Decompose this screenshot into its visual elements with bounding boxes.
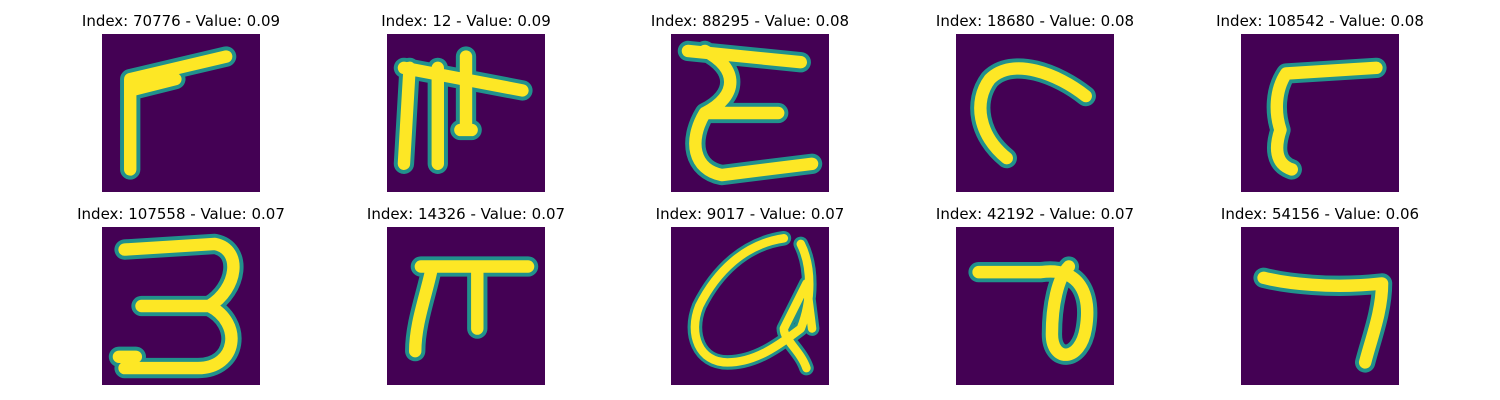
handwritten-glyph-image	[956, 227, 1114, 385]
handwritten-glyph-image	[387, 227, 545, 385]
panel-title: Index: 12 - Value: 0.09	[381, 12, 551, 30]
handwritten-glyph-image	[956, 34, 1114, 192]
handwritten-glyph-image	[387, 34, 545, 192]
handwritten-glyph-image	[102, 227, 260, 385]
handwritten-glyph-image	[671, 34, 829, 192]
panel-title: Index: 42192 - Value: 0.07	[935, 205, 1135, 223]
panel-title: Index: 18680 - Value: 0.08	[935, 12, 1135, 30]
panel-title: Index: 70776 - Value: 0.09	[81, 12, 281, 30]
panel-title: Index: 9017 - Value: 0.07	[655, 205, 845, 223]
panel-title: Index: 54156 - Value: 0.06	[1220, 205, 1420, 223]
panel-title: Index: 108542 - Value: 0.08	[1216, 12, 1424, 30]
panel-title: Index: 14326 - Value: 0.07	[366, 205, 566, 223]
panel-title: Index: 88295 - Value: 0.08	[650, 12, 850, 30]
handwritten-glyph-image	[1241, 34, 1399, 192]
panel-title: Index: 107558 - Value: 0.07	[77, 205, 285, 223]
handwritten-glyph-image	[1241, 227, 1399, 385]
handwritten-glyph-image	[102, 34, 260, 192]
handwritten-glyph-image	[671, 227, 829, 385]
